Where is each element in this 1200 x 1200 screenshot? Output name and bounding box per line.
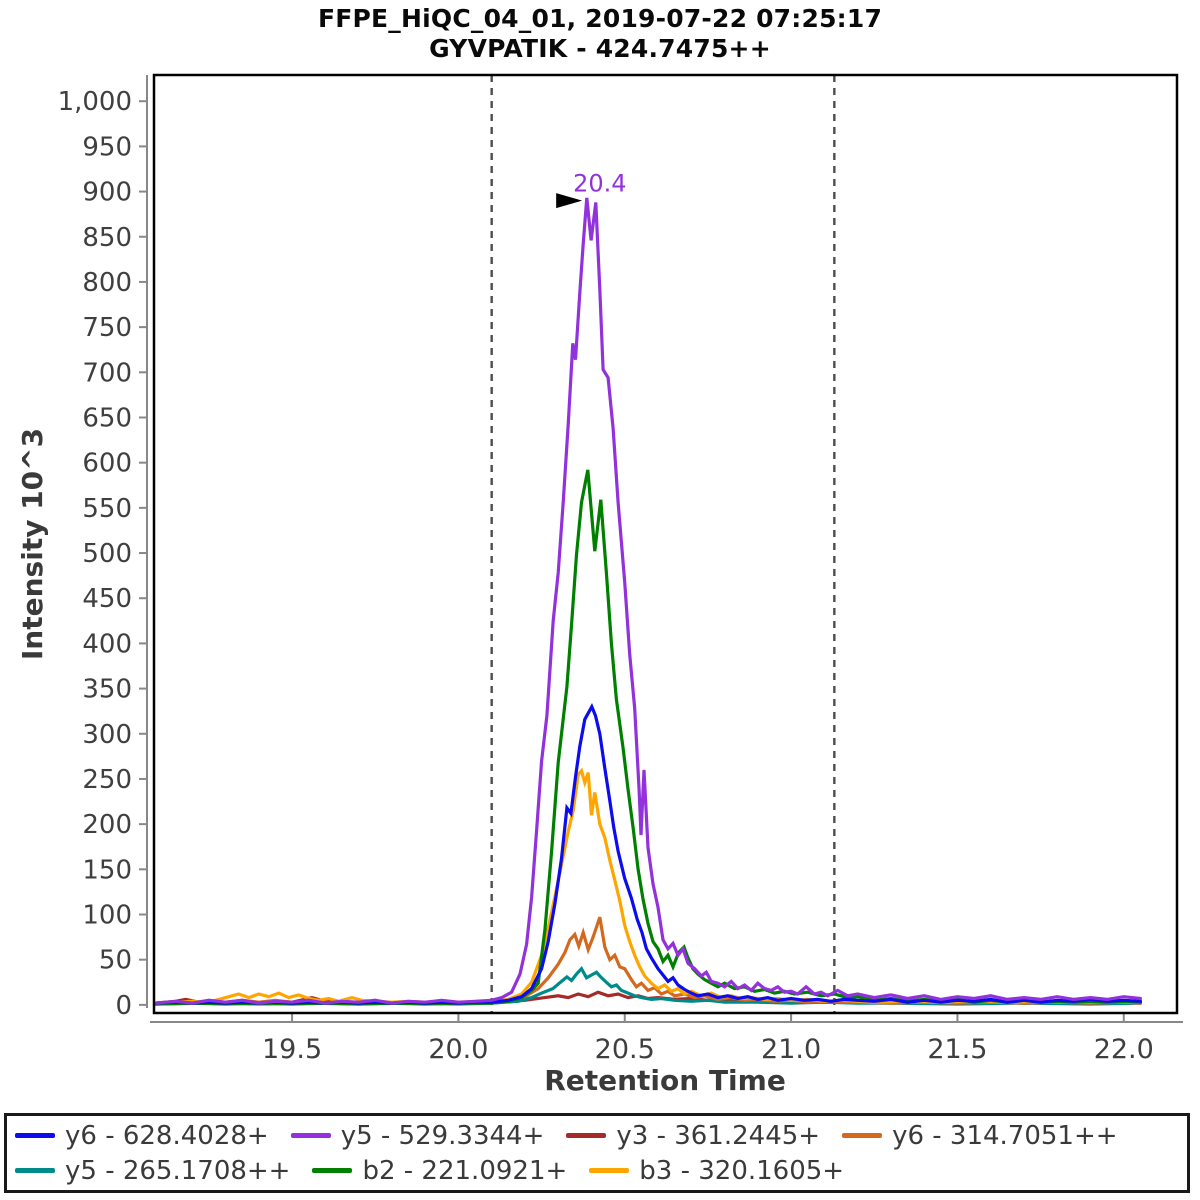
y-tick-label: 150 [82,855,132,885]
y-tick-label: 850 [82,223,132,253]
chromatogram-plot-area: 0 50 100 150 200 250 300 350 400 450 500 550 600 650 7… [16,73,1183,1097]
trace-b2-221 [154,469,1143,1006]
legend-label: y6 - 314.7051++ [892,1120,1118,1151]
trace-y5-529 [154,197,1143,1005]
legend-item-y3-361: y3 - 361.2445+ [566,1121,820,1151]
y-tick-label: 0 [115,991,132,1021]
y-tick-label: 300 [82,720,132,750]
plot-border [152,73,1179,1015]
legend-swatch-icon [312,1168,353,1173]
legend-row-2: y5 - 265.1708++ b2 - 221.0921+ b3 - 320.16… [15,1153,1187,1188]
legend-label: y6 - 628.4028+ [65,1120,269,1151]
legend-row-1: y6 - 628.4028+ y5 - 529.3344+ y3 - 361.244… [15,1118,1187,1153]
y-tick-label: 400 [82,629,132,659]
integration-boundaries [490,75,836,1013]
y-tick-label: 800 [82,268,132,298]
y-tick-label: 1,000 [58,87,132,117]
chromatogram-svg: 0 50 100 150 200 250 300 350 400 450 500 550 600 650 7… [16,73,1183,1097]
legend-swatch-icon [15,1168,55,1173]
legend-label: y5 - 529.3344+ [340,1120,545,1151]
y-tick-label: 100 [82,901,132,931]
y-tick-label: 650 [82,403,132,433]
x-tick-label: 20.5 [595,1034,655,1065]
legend-swatch-icon [566,1133,607,1138]
y-tick-label: 350 [82,675,132,705]
legend-item-b3-320: b3 - 320.1605+ [589,1156,844,1186]
retention-time-label: 20.4 [573,170,626,198]
x-axis-title: Retention Time [544,1064,786,1097]
legend-item-y6-314: y6 - 314.7051++ [842,1120,1118,1151]
legend-swatch-icon [589,1168,630,1173]
chromatogram-traces [154,197,1143,1006]
y-tick-label: 500 [82,539,132,569]
trace-b3-320 [154,767,1143,1005]
chart-title-line2: GYVPATIK - 424.7475++ [429,34,771,63]
x-tick-label: 21.0 [761,1034,821,1065]
legend-item-y5-265: y5 - 265.1708++ [15,1156,290,1186]
y-tick-label: 950 [82,132,132,162]
y-tick-label: 600 [82,449,132,479]
x-tick-label: 22.0 [1094,1034,1154,1065]
legend-label: y5 - 265.1708++ [65,1155,291,1186]
x-tick-label: 20.0 [428,1034,488,1065]
legend-swatch-icon [842,1133,883,1138]
x-tick-label: 19.5 [262,1034,322,1065]
y-axis-title: Intensity 10^3 [16,428,49,660]
y-tick-label: 750 [82,313,132,343]
y-tick-label: 550 [82,494,132,524]
legend: y6 - 628.4028+ y5 - 529.3344+ y3 - 361.244… [4,1113,1190,1193]
legend-swatch-icon [15,1133,55,1138]
y-tick-label: 200 [82,810,132,840]
trace-y6-314 [154,916,1143,1006]
chart-title-line1: FFPE_HiQC_04_01, 2019-07-22 07:25:17 [317,4,883,33]
y-axis-ticks: 0 50 100 150 200 250 300 350 400 450 500 550 600 650 7… [58,87,147,1021]
legend-label: b3 - 320.1605+ [639,1155,845,1186]
y-tick-label: 250 [82,765,132,795]
id-arrow-icon [556,193,583,209]
legend-swatch-icon [290,1133,331,1138]
peak-annotation: 20.4 [556,170,627,209]
legend-item-y5-529: y5 - 529.3344+ [290,1120,545,1151]
y-tick-label: 450 [82,584,132,614]
y-tick-label: 700 [82,358,132,388]
x-axis-ticks: 19.5 20.0 20.5 21.0 21.5 22.0 [262,1014,1154,1065]
chart-title: FFPE_HiQC_04_01, 2019-07-22 07:25:17 GYV… [0,4,1200,64]
y-tick-label: 50 [99,946,132,976]
y-tick-label: 900 [82,178,132,208]
legend-label: b2 - 221.0921+ [362,1155,568,1186]
x-tick-label: 21.5 [927,1034,987,1065]
legend-item-b2-221: b2 - 221.0921+ [312,1156,567,1186]
legend-label: y3 - 361.2445+ [616,1120,821,1151]
legend-item-y6-628: y6 - 628.4028+ [15,1121,269,1151]
